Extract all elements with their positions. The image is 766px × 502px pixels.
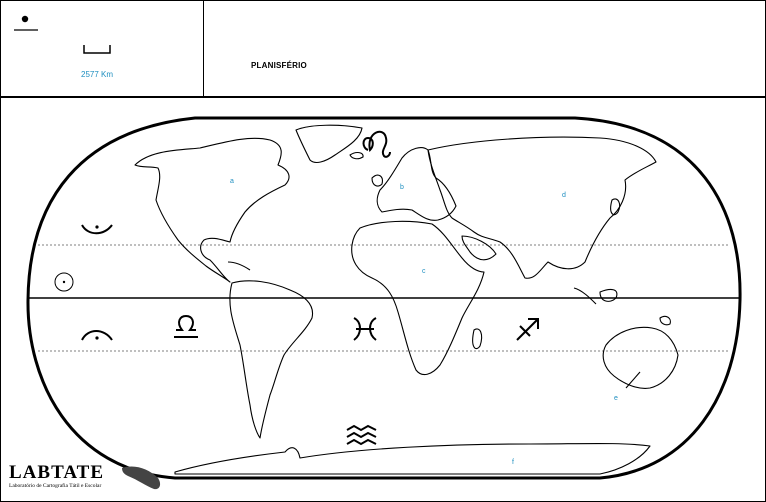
libra-icon [174,314,198,338]
world-map: a b c d e f [26,116,742,480]
region-label-c: c [422,268,426,275]
labtate-logo: LABTATE Laboratório de Cartografia Tátil… [9,463,104,489]
legend-cell: 2577 Km [1,1,204,96]
antarctica-outline [174,442,651,475]
europe-outline [376,147,457,221]
australia-outline [602,326,679,389]
british-isles [371,174,383,187]
sunrise-icon [81,224,113,235]
asia-outline [427,136,657,279]
region-label-a: a [230,178,234,185]
sun-icon [54,272,74,292]
south-america-outline [229,280,314,439]
map-outline [26,116,742,480]
north-america-outline [134,137,290,283]
logo-subtitle: Laboratório de Cartografia Tátil e Escol… [9,483,102,489]
indonesia-islands [573,287,618,305]
madagascar [472,328,483,350]
sagittarius-icon [516,318,539,341]
region-label-b: b [400,184,404,191]
caribbean-islands [227,261,251,271]
point-icon [14,15,38,31]
header-panel: 2577 Km PLANISFÉRIO [1,1,765,98]
region-label-f: f [512,459,514,466]
new-zealand [659,315,671,326]
iceland [349,152,364,160]
region-label-d: d [562,192,566,199]
africa-outline [351,220,485,376]
map-title: PLANISFÉRIO [251,61,307,70]
arabian-peninsula [461,235,497,261]
leo-icon [362,130,391,158]
greenland-outline [295,124,363,164]
region-label-e: e [614,395,618,402]
scale-label: 2577 Km [81,70,114,79]
hand-icon [122,466,161,490]
logo-name: LABTATE [9,462,104,483]
pisces-icon [353,317,377,341]
australia-leader-line [625,371,641,389]
legend-symbols [14,15,111,54]
japan [610,198,621,216]
sunset-icon [81,330,113,341]
scale-bar-icon [83,45,111,54]
aquarius-icon [346,424,377,446]
